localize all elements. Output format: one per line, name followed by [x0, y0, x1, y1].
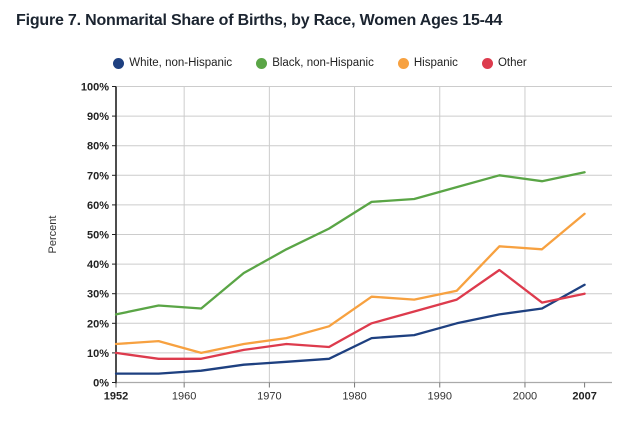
y-axis-title: Percent: [47, 216, 59, 254]
series-line: [114, 212, 586, 355]
legend-label: Other: [497, 57, 527, 69]
x-tick-label: 2007: [572, 391, 596, 403]
y-tick-label: 100%: [81, 82, 109, 94]
legend-item: Other: [481, 57, 527, 69]
y-tick-label: 20%: [87, 318, 109, 330]
legend-item: Black, non-Hispanic: [256, 57, 374, 69]
chart-title: Figure 7. Nonmarital Share of Births, by…: [16, 12, 503, 29]
y-tick-label: 90%: [87, 111, 109, 123]
y-tick-label: 80%: [87, 141, 109, 153]
legend-swatch-icon: [397, 57, 409, 69]
y-tick-label: 0%: [93, 378, 109, 390]
legend-swatch-icon: [481, 57, 493, 69]
series-line: [114, 268, 586, 360]
x-tick-label: 1990: [428, 391, 452, 403]
x-tick-label: 1960: [172, 391, 196, 403]
legend-swatch-icon: [113, 57, 125, 69]
x-tick-label: 1952: [104, 391, 128, 403]
y-tick-label: 40%: [87, 259, 109, 271]
x-tick-label: 1980: [342, 391, 366, 403]
legend-label: Black, non-Hispanic: [272, 57, 374, 69]
legend-item: White, non-Hispanic: [113, 57, 232, 69]
y-tick-label: 50%: [87, 230, 109, 242]
y-tick-label: 60%: [87, 200, 109, 212]
legend-label: Hispanic: [413, 57, 458, 69]
x-tick-label: 1970: [257, 391, 281, 403]
y-tick-label: 10%: [87, 348, 109, 360]
series-line: [114, 283, 586, 375]
legend-item: Hispanic: [397, 57, 458, 69]
series-line: [114, 171, 586, 316]
y-tick-label: 30%: [87, 289, 109, 301]
y-tick-label: 70%: [87, 170, 109, 182]
legend-swatch-icon: [256, 57, 268, 69]
chart-legend: White, non-Hispanic Black, non-Hispanic Hi…: [0, 57, 640, 69]
legend-label: White, non-Hispanic: [129, 57, 233, 69]
x-tick-label: 2000: [513, 391, 537, 403]
